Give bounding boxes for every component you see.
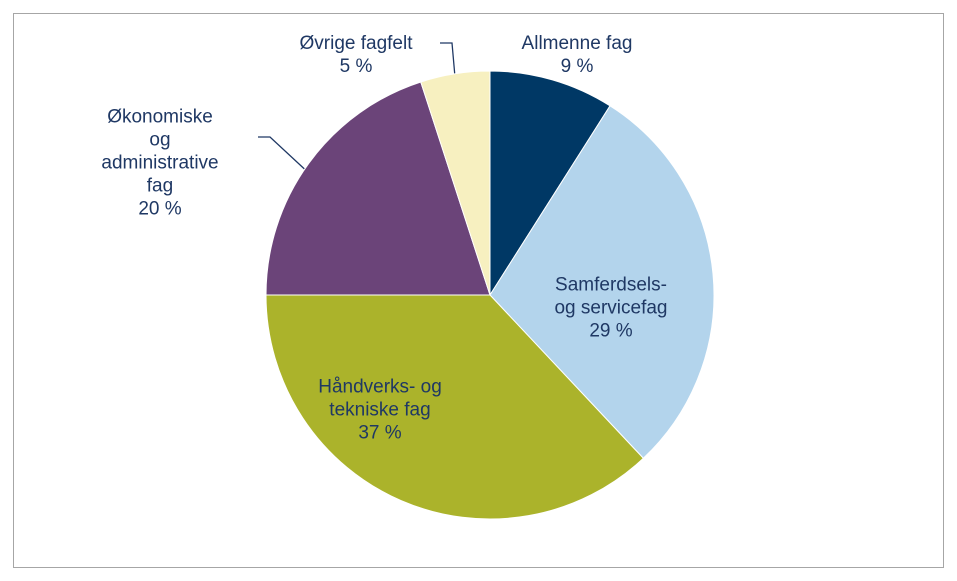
value-label: 20 % (138, 198, 182, 220)
leader-line (440, 42, 456, 78)
category-label: Økonomiske og administrative fag (101, 106, 219, 197)
pie-slice (489, 105, 715, 459)
value-label: 5 % (339, 56, 373, 77)
slice-label: Allmenne fag 9 % (522, 32, 633, 78)
slice-label: Samferdsels- og servicefag 29 % (554, 274, 667, 343)
slice-label: Håndverks- og tekniske fag 37 % (318, 376, 442, 445)
category-label: Samferdsels- og servicefag (554, 274, 668, 319)
pie-slice (489, 70, 611, 297)
category-label: Allmenne fag (521, 33, 633, 54)
category-label: Håndverks- og tekniske fag (318, 376, 442, 421)
slice-label: Øvrige fagfelt 5 % (300, 32, 413, 78)
pie-slice (265, 81, 491, 296)
value-label: 9 % (560, 56, 594, 77)
slice-label: Økonomiske og administrative fag 20 % (101, 106, 218, 221)
value-label: 29 % (589, 320, 633, 342)
category-label: Øvrige fagfelt (299, 33, 413, 54)
value-label: 37 % (358, 422, 402, 444)
leader-line (258, 136, 313, 177)
pie-slice (420, 70, 491, 296)
pie-slice (265, 294, 645, 520)
